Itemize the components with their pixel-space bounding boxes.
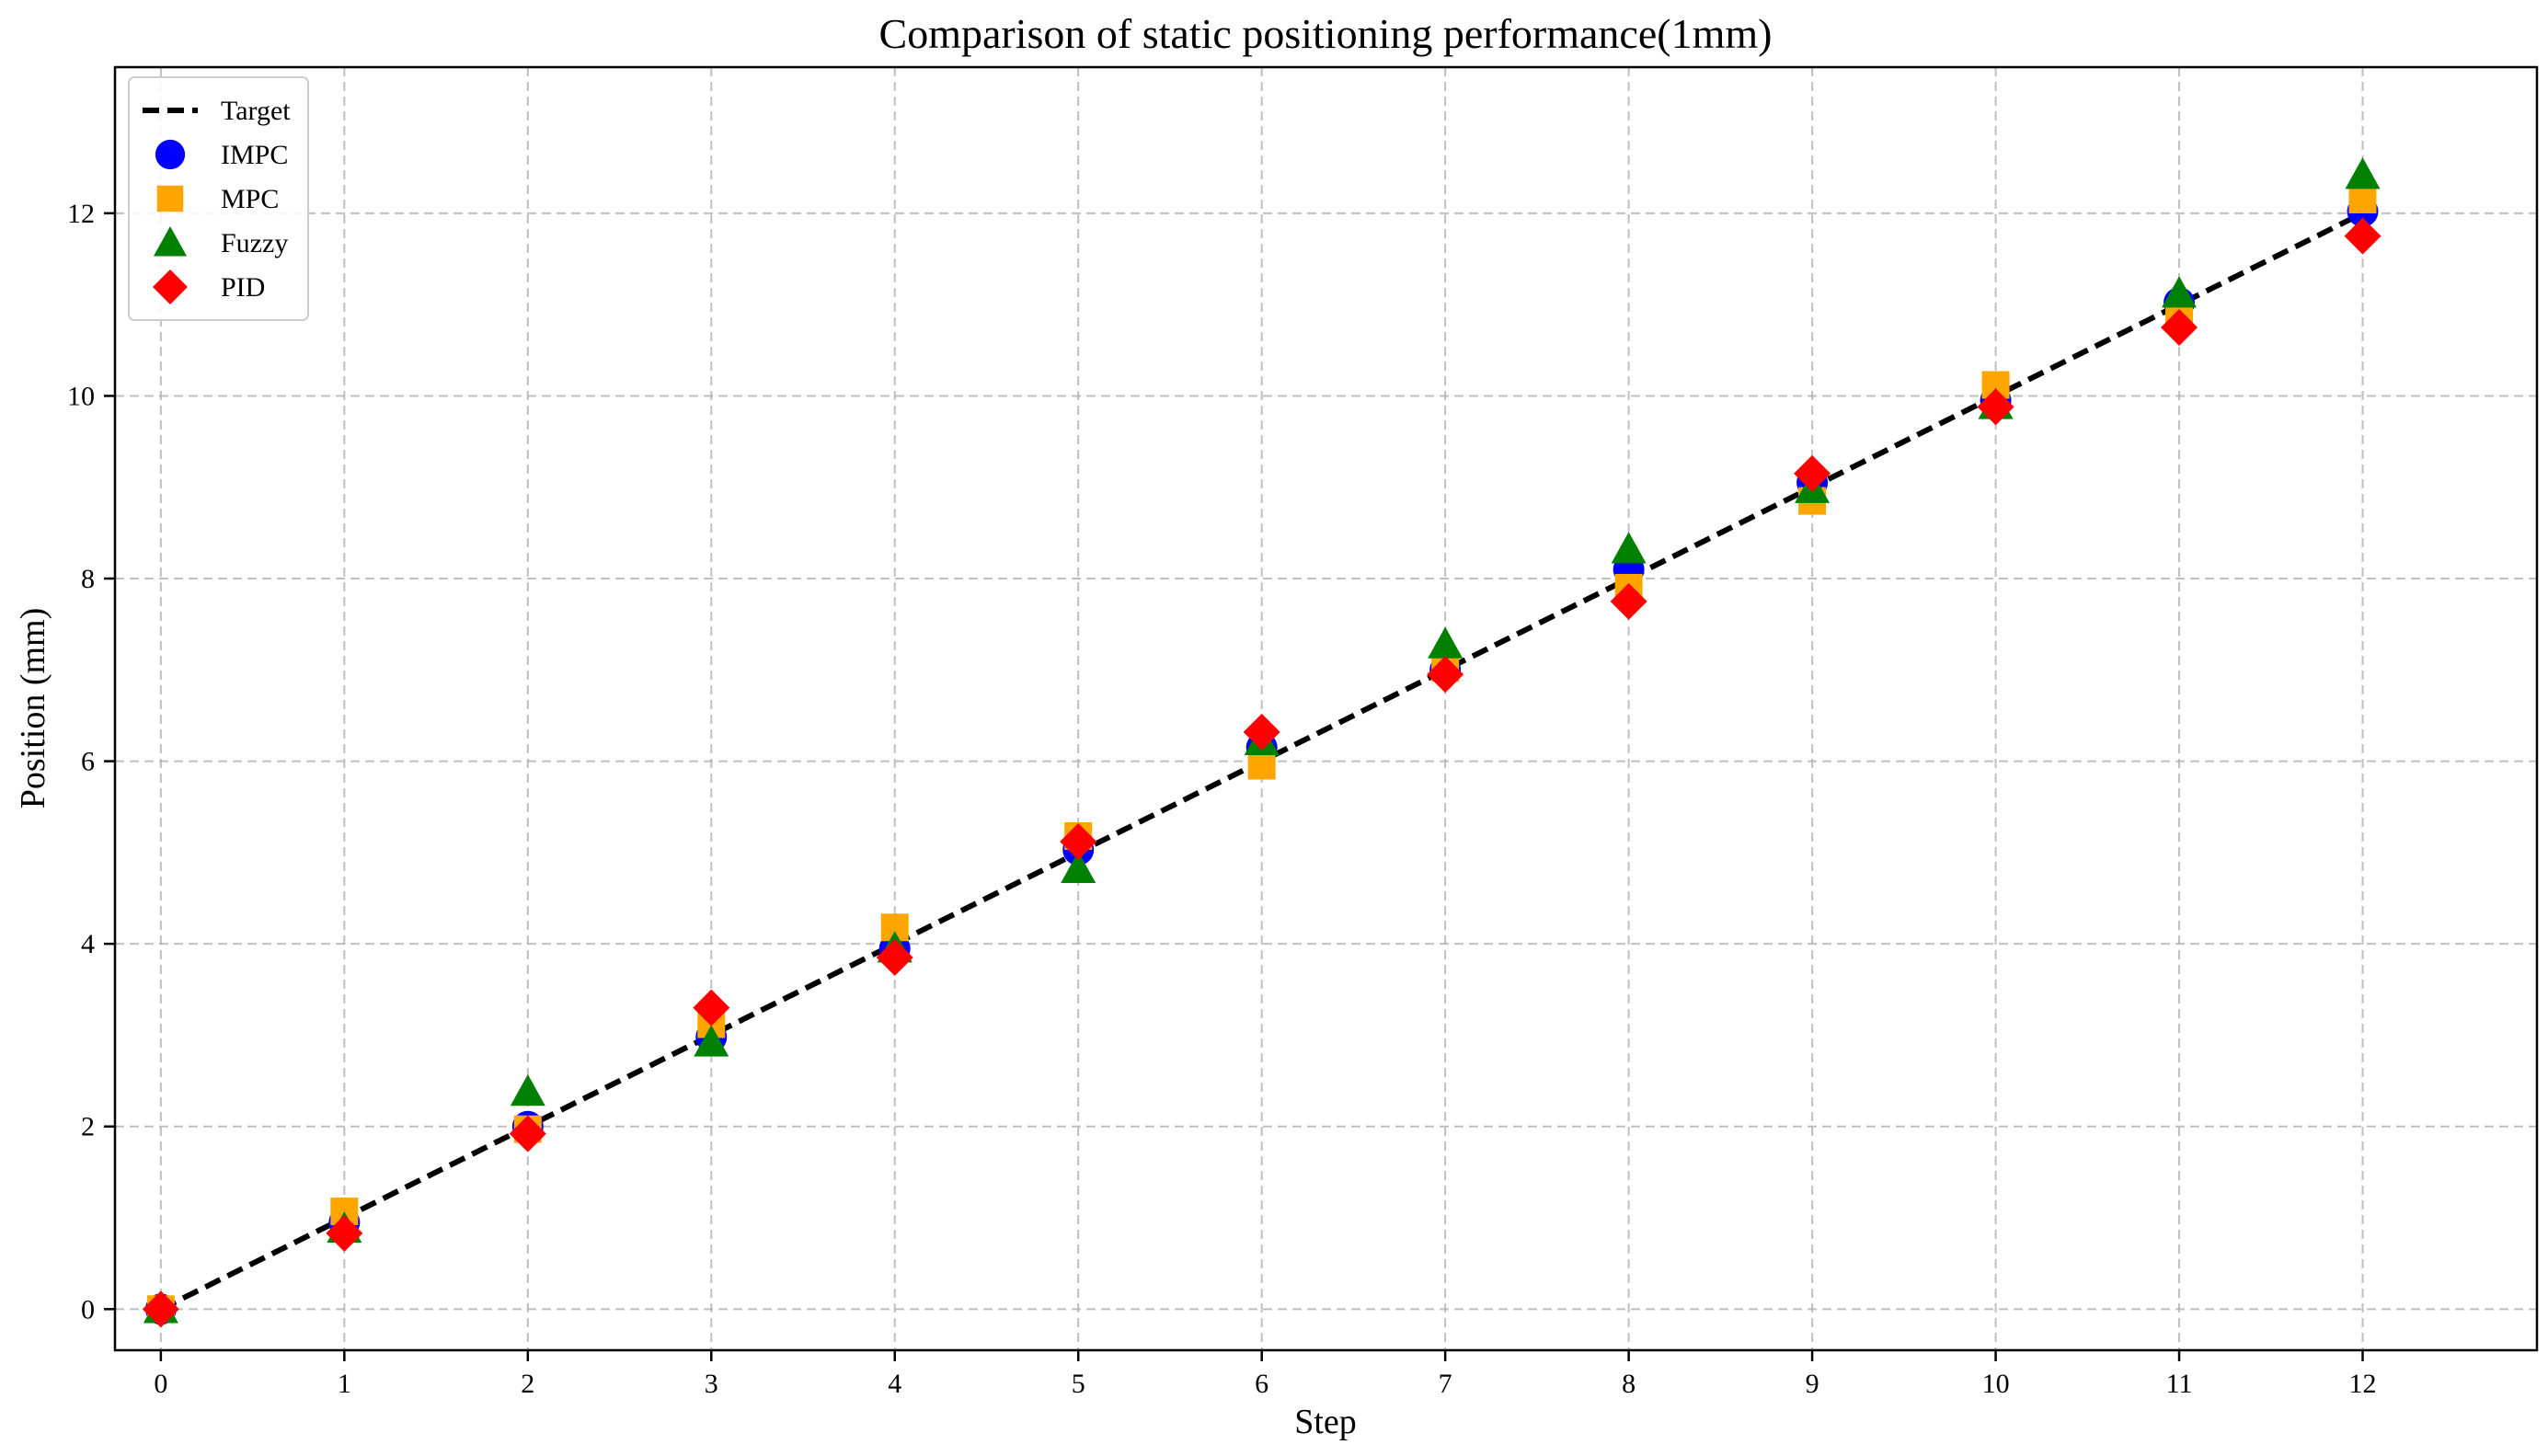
legend-impc-swatch [155,139,186,170]
x-tick-label: 2 [521,1369,534,1399]
fuzzy-point [694,1025,729,1057]
legend-pid-swatch [153,269,188,304]
chart-title: Comparison of static positioning perform… [879,10,1773,57]
legend-box [128,76,309,321]
y-tick-label: 0 [81,1294,95,1324]
x-tick-label: 6 [1255,1369,1268,1399]
x-tick-label: 7 [1439,1369,1452,1399]
legend: Target IMPC MPC Fuzzy PID [128,76,309,321]
plot-frame [113,65,2539,1352]
pid-point [1610,582,1647,620]
y-axis-label: Position (mm) [14,608,52,809]
fuzzy-point [2345,157,2381,189]
x-tick-label: 1 [338,1369,351,1399]
legend-fuzzy-swatch [153,225,188,257]
pid-point [1794,454,1831,492]
x-tick-label: 5 [1072,1369,1085,1399]
y-tick-label: 12 [67,199,95,229]
legend-label: PID [221,272,265,303]
y-tick-label: 8 [81,564,95,594]
pid-point [1060,822,1097,860]
fuzzy-point [1611,532,1647,564]
x-tick-label: 0 [154,1369,167,1399]
x-axis-label: Step [1294,1403,1357,1441]
legend-label: Target [221,96,291,126]
x-tick-label: 4 [888,1369,901,1399]
x-tick-label: 9 [1806,1369,1819,1399]
legend-mpc-swatch [156,185,184,212]
pid-point [876,939,913,977]
mpc-point [1247,751,1276,780]
x-axis-ticks: 0 1 2 3 4 5 6 7 8 9 10 11 12 [154,1350,2377,1399]
grid [115,67,2537,1350]
x-tick-label: 12 [2349,1369,2377,1399]
fuzzy-point [1428,626,1463,659]
y-tick-label: 6 [81,747,95,777]
fuzzy-point [510,1074,545,1106]
mpc-point [2348,185,2377,213]
pid-point [1243,713,1280,751]
legend-label: IMPC [221,140,288,170]
legend-label: Fuzzy [221,228,288,258]
pid-point [2344,217,2382,255]
y-axis-ticks: 0 2 4 6 8 10 12 [67,199,115,1324]
y-tick-label: 2 [81,1112,95,1142]
fuzzy-point [1061,851,1096,883]
x-tick-label: 10 [1982,1369,2010,1399]
pid-point [326,1214,363,1252]
pid-point [142,1290,179,1328]
y-tick-label: 4 [81,929,95,959]
x-tick-label: 3 [705,1369,718,1399]
data-points [142,157,2382,1328]
y-tick-label: 10 [67,381,95,411]
pid-point [1427,656,1464,694]
fuzzy-point [2162,276,2198,308]
x-tick-label: 8 [1622,1369,1636,1399]
pid-point [2161,308,2198,346]
pid-point [1977,388,2014,426]
pid-point [693,989,730,1026]
legend-label: MPC [221,184,279,214]
pid-point [509,1115,546,1152]
x-tick-label: 11 [2166,1369,2193,1399]
